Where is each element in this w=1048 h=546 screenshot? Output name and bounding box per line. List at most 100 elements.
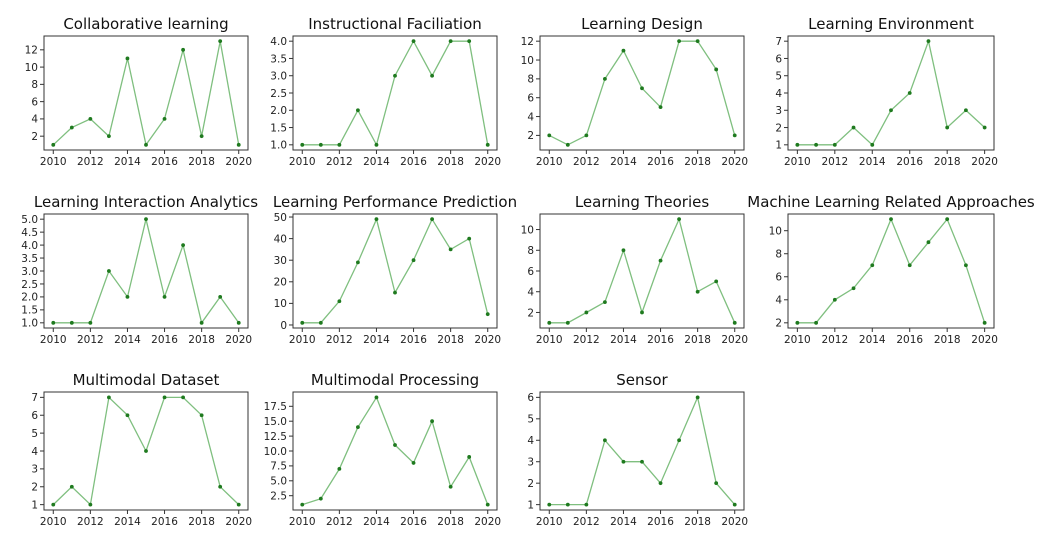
x-tick-label: 2010 bbox=[289, 516, 316, 528]
x-tick-label: 2010 bbox=[536, 516, 563, 528]
plot-frame bbox=[787, 213, 995, 329]
x-tick-label: 2020 bbox=[721, 334, 748, 346]
y-tick-label: 5 bbox=[527, 414, 534, 426]
plot-frame bbox=[787, 35, 995, 151]
subplot-title: Multimodal Dataset bbox=[73, 371, 220, 389]
data-point bbox=[467, 236, 472, 241]
y-tick-label: 10 bbox=[521, 224, 534, 236]
y-tick-label: 17.5 bbox=[264, 401, 287, 413]
data-point bbox=[199, 320, 204, 325]
plot-frame bbox=[539, 35, 745, 151]
data-point bbox=[107, 395, 111, 400]
x-tick-label: 2018 bbox=[188, 334, 215, 346]
x-tick-label: 2018 bbox=[188, 156, 215, 168]
y-tick-label: 7 bbox=[775, 36, 782, 48]
data-point bbox=[411, 461, 416, 465]
x-tick-label: 2010 bbox=[40, 334, 67, 346]
y-tick-label: 4 bbox=[775, 88, 782, 100]
y-tick-label: 8 bbox=[31, 79, 38, 91]
x-tick-label: 2010 bbox=[536, 334, 563, 346]
data-point bbox=[565, 142, 570, 147]
data-point bbox=[658, 258, 663, 263]
data-point bbox=[795, 142, 800, 147]
x-tick-label: 2018 bbox=[684, 156, 711, 168]
data-point bbox=[181, 47, 185, 52]
x-tick-label: 2012 bbox=[573, 156, 600, 168]
x-tick-label: 2010 bbox=[536, 156, 563, 168]
y-tick-label: 2 bbox=[527, 478, 534, 490]
data-point bbox=[832, 142, 837, 147]
subplot-title: Learning Theories bbox=[575, 193, 710, 211]
y-tick-label: 4.0 bbox=[21, 240, 38, 252]
x-tick-label: 2016 bbox=[400, 334, 427, 346]
x-tick-label: 2016 bbox=[151, 156, 178, 168]
data-point bbox=[547, 320, 552, 325]
x-tick-label: 2014 bbox=[610, 516, 637, 528]
data-point bbox=[356, 260, 360, 265]
x-tick-label: 2010 bbox=[784, 156, 811, 168]
y-tick-label: 2 bbox=[31, 482, 38, 494]
data-point bbox=[851, 125, 856, 130]
y-tick-label: 10 bbox=[521, 55, 534, 67]
data-point bbox=[732, 320, 737, 325]
x-tick-label: 2016 bbox=[647, 516, 674, 528]
x-tick-label: 2012 bbox=[326, 516, 353, 528]
y-tick-label: 4.0 bbox=[270, 36, 287, 48]
data-point bbox=[732, 133, 737, 138]
y-tick-label: 6 bbox=[775, 272, 782, 284]
data-point bbox=[870, 263, 875, 268]
y-tick-label: 5 bbox=[31, 428, 38, 440]
y-tick-label: 6 bbox=[775, 53, 782, 65]
data-point bbox=[374, 395, 379, 400]
x-tick-label: 2018 bbox=[684, 334, 711, 346]
data-point bbox=[236, 320, 241, 325]
data-point bbox=[621, 459, 626, 464]
x-tick-label: 2014 bbox=[859, 156, 886, 168]
data-point bbox=[69, 125, 74, 130]
x-tick-label: 2014 bbox=[610, 334, 637, 346]
y-tick-label: 3.5 bbox=[270, 53, 287, 65]
data-point bbox=[411, 39, 416, 44]
data-point bbox=[795, 320, 800, 325]
data-point bbox=[485, 502, 490, 507]
x-tick-label: 2018 bbox=[437, 156, 464, 168]
data-point bbox=[107, 134, 111, 139]
x-tick-label: 2010 bbox=[40, 516, 67, 528]
data-point bbox=[393, 290, 397, 295]
y-tick-label: 1.0 bbox=[270, 140, 287, 152]
data-point bbox=[603, 438, 607, 443]
data-point bbox=[162, 295, 167, 299]
data-point bbox=[945, 125, 950, 130]
y-tick-label: 1 bbox=[527, 499, 534, 511]
data-point bbox=[964, 263, 968, 268]
subplot-9: Multimodal Dataset 2010 2012 2014 2016 2018 20… bbox=[31, 371, 252, 528]
data-point bbox=[430, 217, 434, 222]
x-tick-label: 2018 bbox=[437, 334, 464, 346]
y-tick-label: 3.0 bbox=[270, 71, 287, 83]
y-tick-label: 6 bbox=[527, 93, 534, 105]
data-point bbox=[640, 459, 644, 464]
x-tick-label: 2012 bbox=[77, 516, 104, 528]
y-tick-label: 2.0 bbox=[270, 105, 287, 117]
y-tick-label: 6 bbox=[527, 266, 534, 278]
y-tick-label: 10 bbox=[25, 62, 38, 74]
data-point bbox=[218, 39, 223, 44]
y-tick-label: 1 bbox=[31, 499, 38, 511]
data-point bbox=[926, 39, 931, 44]
y-tick-label: 2 bbox=[31, 131, 38, 143]
x-tick-label: 2010 bbox=[784, 334, 811, 346]
x-tick-label: 2016 bbox=[151, 516, 178, 528]
x-tick-label: 2014 bbox=[114, 156, 141, 168]
data-point bbox=[714, 279, 719, 284]
x-tick-label: 2016 bbox=[896, 156, 923, 168]
subplot-title: Learning Performance Prediction bbox=[273, 193, 517, 211]
subplot-3: Learning Design 2010 2012 2014 2016 2018 2020 2… bbox=[521, 15, 748, 168]
y-tick-label: 5.0 bbox=[270, 476, 287, 488]
x-tick-label: 2012 bbox=[77, 334, 104, 346]
subplot-title: Learning Interaction Analytics bbox=[34, 193, 258, 211]
y-tick-label: 2.5 bbox=[270, 88, 287, 100]
y-tick-label: 3.0 bbox=[21, 266, 38, 278]
data-point bbox=[814, 320, 818, 325]
x-tick-label: 2016 bbox=[647, 334, 674, 346]
